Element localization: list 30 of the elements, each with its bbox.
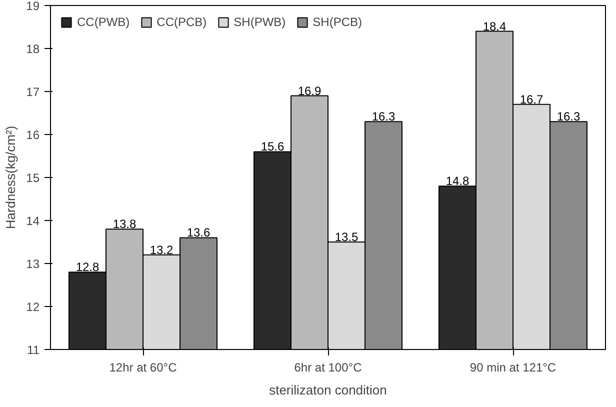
- data-label: 12.8: [76, 260, 100, 274]
- data-label: 16.3: [556, 110, 581, 124]
- legend-label: SH(PWB): [234, 15, 286, 29]
- y-tick-label: 18: [26, 42, 40, 56]
- data-label: 13.2: [150, 242, 174, 257]
- data-label: 16.7: [520, 92, 544, 106]
- data-label: 13.6: [186, 226, 211, 240]
- data-label: 14.8: [446, 174, 470, 188]
- y-tick-label: 12: [26, 300, 40, 314]
- x-tick-label: 6hr at 100°C: [294, 360, 362, 374]
- y-tick-label: 17: [26, 85, 40, 99]
- x-tick-label: 12hr at 60°C: [109, 360, 178, 374]
- data-label: 13.8: [112, 217, 137, 232]
- legend-label: CC(PWB): [77, 15, 130, 29]
- data-label: 15.6: [260, 140, 285, 154]
- y-tick-label: 19: [26, 0, 40, 13]
- y-axis-title: Hardness(kg/cm²): [3, 126, 18, 230]
- y-tick-label: 11: [27, 343, 40, 357]
- legend-label: SH(PCB): [312, 15, 362, 29]
- y-tick-label: 16: [26, 128, 40, 142]
- data-label: 13.5: [334, 230, 359, 244]
- x-tick-label: 90 min at 121°C: [470, 360, 556, 374]
- data-label: 16.9: [298, 84, 322, 98]
- y-tick-label: 13: [26, 257, 40, 271]
- legend-label: CC(PCB): [156, 15, 207, 29]
- data-label: 16.3: [372, 110, 396, 124]
- x-axis-title: sterilizaton condition: [269, 382, 387, 398]
- y-tick-label: 15: [26, 171, 40, 185]
- data-label: 18.4: [482, 19, 507, 34]
- y-tick-label: 14: [26, 214, 40, 228]
